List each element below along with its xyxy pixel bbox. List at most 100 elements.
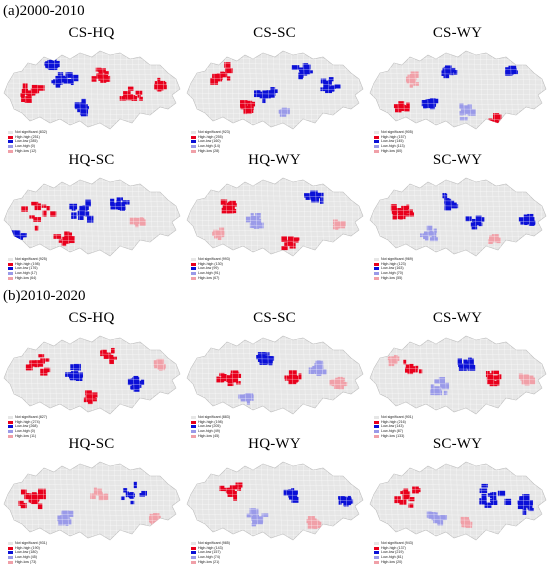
county-cell-high-high [289, 376, 295, 380]
legend-label: High-high (190) [15, 545, 40, 550]
county-cell-low-high [463, 105, 471, 110]
county-cell-high-high [230, 372, 237, 380]
legend-swatch [191, 135, 196, 139]
cluster-map [3, 461, 181, 541]
map-legend: Not significant (969) High-high (123) Low-… [374, 257, 413, 281]
legend-swatch [191, 434, 196, 438]
county-cell-high-high [20, 93, 25, 97]
county-cell-high-low [338, 382, 344, 390]
legend-swatch [8, 434, 13, 438]
county-cell-low-high [439, 515, 448, 521]
legend-item: Not significant (931) [8, 541, 47, 546]
legend-swatch [191, 546, 196, 550]
legend-label: Low-high (61) [381, 555, 403, 560]
legend-item: Not significant (985) [191, 541, 230, 546]
county-cell-high-high [496, 380, 500, 386]
county-cell-low-low [50, 57, 54, 65]
county-cell-low-low [78, 213, 84, 220]
county-cell-low-low [260, 92, 264, 97]
county-cell-high-high [87, 395, 93, 400]
legend-swatch [8, 425, 13, 429]
county-cell-low-low [71, 213, 75, 219]
cluster-map [3, 177, 181, 257]
legend-swatch [191, 267, 196, 271]
county-cell-high-high [222, 204, 228, 210]
county-cell-high-low [405, 76, 410, 82]
legend-label: Low-high (113) [381, 144, 405, 149]
county-cell-low-low [141, 379, 145, 385]
county-cell-high-high [34, 496, 40, 502]
legend-label: Low-low (285) [15, 139, 38, 144]
county-cell-low-low [302, 63, 309, 70]
county-cell-low-low [133, 481, 137, 489]
county-cell-low-low [74, 102, 83, 108]
county-cell-low-low [445, 68, 454, 74]
legend-swatch [8, 257, 13, 261]
county-cell-high-high [137, 93, 141, 98]
county-cell-low-low [443, 71, 450, 79]
legend-swatch [374, 425, 379, 429]
legend-swatch [8, 560, 13, 564]
county-cell-high-high [227, 381, 234, 387]
legend-item: Low-low (205) [191, 424, 230, 429]
county-cell-high-high [224, 67, 233, 74]
county-cell-high-high [156, 85, 162, 92]
county-cell-low-low [328, 79, 332, 86]
county-cell-low-high [255, 220, 260, 228]
panel-title: CS-SC [253, 25, 296, 41]
county-cell-low-high [246, 398, 250, 405]
legend-swatch [191, 140, 196, 144]
legend-swatch [191, 420, 196, 424]
cluster-map [369, 177, 547, 257]
legend-swatch [374, 555, 379, 559]
county-cell-high-high [486, 378, 495, 385]
county-cell-high-high [38, 493, 46, 500]
legend-swatch [374, 560, 379, 564]
map-legend: Not significant (905) High-high (157) Low-… [374, 130, 413, 154]
county-cell-high-high [235, 482, 243, 488]
county-cell-low-high [240, 394, 248, 402]
county-cell-high-high [31, 201, 39, 206]
county-cell-low-low [127, 378, 136, 386]
county-cell-high-low [388, 361, 395, 367]
legend-label: High-low (28) [198, 148, 220, 153]
legend-item: Low-low (99) [191, 266, 230, 271]
county-cell-low-low [448, 202, 457, 209]
legend-label: High-low (64) [15, 275, 37, 280]
county-cell-high-high [398, 101, 405, 105]
county-cell-low-low [57, 72, 64, 76]
county-cell-high-high [38, 354, 45, 358]
county-cell-low-high [429, 237, 438, 242]
county-cell-low-low [467, 365, 476, 371]
legend-label: Low-high (87) [381, 429, 403, 434]
county-cell-high-high [34, 225, 39, 231]
legend-label: Low-high (0) [15, 429, 35, 434]
county-cell-high-high [135, 90, 143, 95]
county-cell-low-low [320, 87, 328, 92]
county-cell-high-high [31, 84, 39, 90]
county-cell-high-high [485, 371, 490, 377]
county-cell-low-low [463, 359, 468, 364]
panel-title: CS-HQ [68, 310, 115, 326]
legend-item: Low-high (0) [8, 429, 47, 434]
county-cell-high-low [162, 363, 166, 369]
legend-label: High-high (130) [198, 261, 223, 266]
panel-title: CS-HQ [68, 25, 115, 41]
region-outline [3, 50, 181, 130]
county-cell-low-low [518, 501, 525, 509]
county-cell-low-low [430, 103, 436, 110]
legend-item: Low-high (61) [374, 555, 413, 560]
county-cell-low-low [428, 101, 433, 106]
county-cell-low-high [249, 222, 255, 229]
county-cell-low-high [286, 108, 290, 115]
legend-swatch [191, 149, 196, 153]
legend-swatch [191, 555, 196, 559]
legend-swatch [8, 144, 13, 148]
county-cell-low-low [470, 358, 474, 366]
county-cell-low-low [61, 75, 66, 80]
county-cell-low-high [314, 370, 322, 375]
map-panel-b-hq-wy: HQ-WY Not significant (985) High-high (14… [183, 436, 366, 576]
county-cell-high-high [25, 364, 33, 371]
county-cell-high-high [127, 86, 134, 91]
county-cell-low-low [509, 68, 517, 73]
